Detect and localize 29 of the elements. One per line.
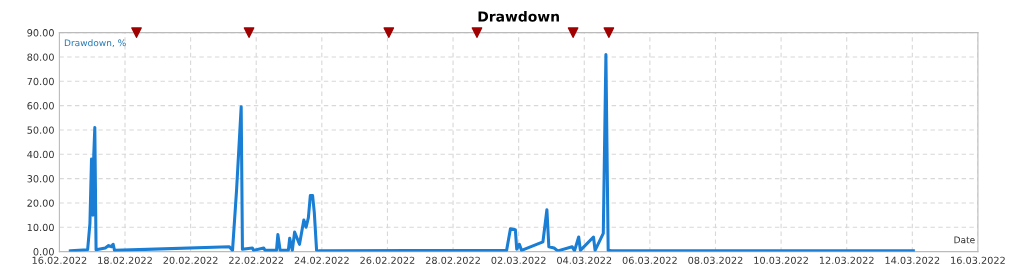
x-tick-label: 20.02.2022 — [163, 256, 218, 264]
y-tick-label: 20.00 — [27, 199, 54, 207]
chart-title: Drawdown — [478, 10, 559, 22]
x-tick-label: 06.03.2022 — [622, 256, 677, 264]
x-tick-label: 08.03.2022 — [688, 256, 743, 264]
y-tick-label: 0.00 — [33, 248, 54, 256]
x-tick-label: 14.03.2022 — [885, 256, 940, 264]
x-tick-label: 16.03.2022 — [951, 256, 1005, 264]
y-tick-label: 90.00 — [27, 29, 54, 37]
x-axis-title: Date — [954, 236, 975, 244]
line-series — [68, 53, 915, 252]
x-tick-label: 02.03.2022 — [491, 256, 546, 264]
y-axis-title: Drawdown, % — [64, 39, 126, 48]
x-tick-label: 24.02.2022 — [294, 256, 349, 264]
x-tick-label: 28.02.2022 — [425, 256, 480, 264]
x-tick-label: 18.02.2022 — [98, 256, 152, 264]
x-tick-label: 22.02.2022 — [229, 256, 284, 264]
x-tick-label: 16.02.2022 — [32, 256, 87, 264]
y-tick-label: 10.00 — [27, 223, 54, 232]
y-tick-label: 60.00 — [27, 102, 54, 110]
y-tick-label: 40.00 — [27, 150, 54, 159]
x-tick-label: 26.02.2022 — [360, 256, 415, 264]
x-tick-label: 04.03.2022 — [557, 256, 612, 264]
y-tick-label: 70.00 — [27, 77, 54, 86]
x-tick-label: 12.03.2022 — [819, 256, 874, 264]
y-tick-label: 50.00 — [27, 126, 54, 134]
y-tick-label: 80.00 — [27, 53, 54, 61]
x-tick-label: 10.03.2022 — [754, 256, 808, 264]
y-tick-label: 30.00 — [27, 175, 54, 183]
